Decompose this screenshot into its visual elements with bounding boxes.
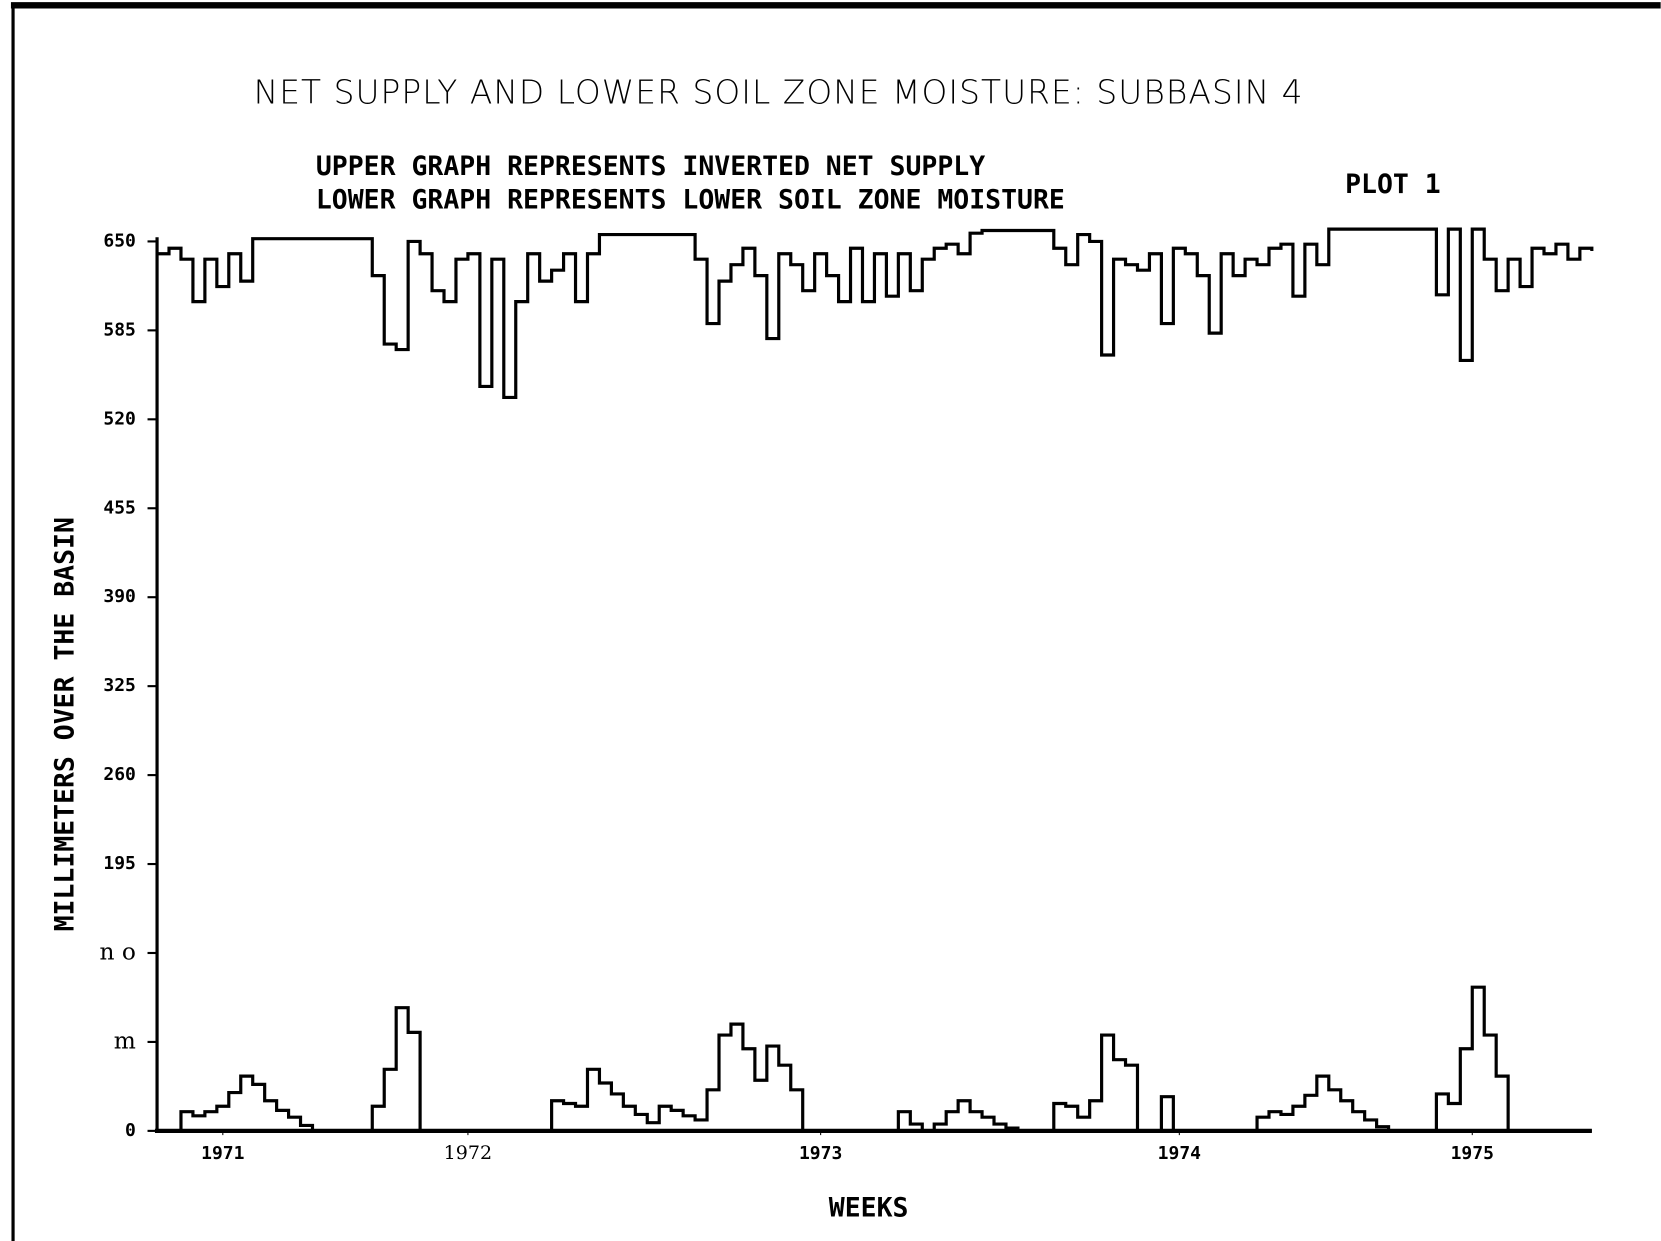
subtitle: LOWER GRAPH REPRESENTS LOWER SOIL ZONE M…: [316, 185, 1065, 216]
y-tick-label: n o: [99, 938, 135, 965]
y-tick-label: 0: [125, 1120, 136, 1141]
y-tick-label: 260: [103, 764, 136, 785]
y-tick-label: m: [114, 1027, 136, 1054]
y-tick-label: 650: [103, 230, 136, 251]
y-tick-label: 520: [103, 408, 136, 429]
step-line: [157, 985, 1592, 1133]
x-tick-label: 1975: [1451, 1143, 1494, 1164]
x-tick-label: 1972: [444, 1142, 492, 1164]
y-tick-label: 195: [103, 853, 136, 874]
x-tick-label: 1971: [201, 1143, 244, 1164]
y-tick-label: 585: [103, 319, 136, 340]
subtitle: UPPER GRAPH REPRESENTS INVERTED NET SUPP…: [316, 151, 985, 182]
y-tick-label: 325: [103, 675, 136, 696]
x-tick-label: 1974: [1158, 1143, 1202, 1164]
x-axis-label: WEEKS: [829, 1193, 909, 1224]
x-tick-label: 1973: [799, 1143, 842, 1164]
annotation: PLOT 1: [1345, 169, 1441, 200]
y-axis-label: MILLIMETERS OVER THE BASIN: [49, 517, 80, 931]
chart-title: NET SUPPLY AND LOWER SOIL ZONE MOISTURE:…: [254, 74, 1304, 112]
step-line: [157, 227, 1594, 400]
y-tick-label: 455: [103, 497, 136, 518]
y-tick-label: 390: [103, 586, 136, 607]
